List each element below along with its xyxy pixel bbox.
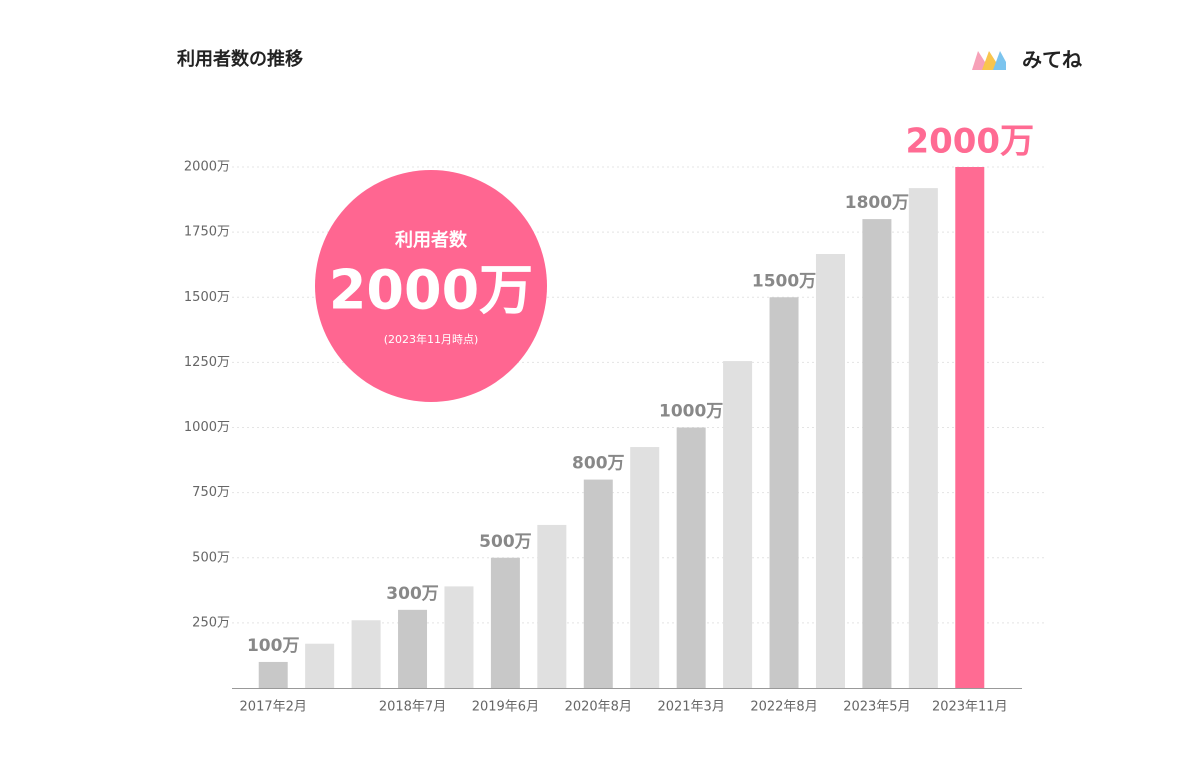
bar — [769, 297, 799, 688]
callout-circle — [315, 170, 547, 402]
bar — [258, 661, 288, 688]
y-tick-label: 500万 — [192, 550, 230, 565]
y-tick-label: 1750万 — [184, 225, 230, 240]
bar — [444, 586, 474, 688]
bar — [583, 479, 613, 688]
chart-title: 利用者数の推移 — [177, 48, 303, 70]
bar — [305, 643, 335, 688]
bar — [351, 620, 381, 688]
value-label: 800万 — [572, 454, 625, 474]
bar — [398, 609, 428, 688]
x-tick-label: 2020年8月 — [565, 700, 632, 715]
bar — [676, 427, 706, 688]
plot-area: 250万 500万 750万 1000万 1250万 1500万 1750万 2000万 201… — [184, 122, 1045, 715]
y-tick-label: 1000万 — [184, 420, 230, 435]
bar — [955, 167, 985, 688]
y-tick-label: 250万 — [192, 615, 230, 630]
value-label: 1500万 — [752, 271, 816, 291]
value-label: 100万 — [247, 636, 300, 656]
x-tick-label: 2018年7月 — [379, 700, 446, 715]
callout-value: 2000万 — [329, 259, 533, 322]
bar — [630, 447, 660, 688]
value-label: 500万 — [479, 532, 532, 552]
x-tick-label: 2023年5月 — [843, 700, 910, 715]
callout-label: 利用者数 — [395, 229, 468, 251]
value-label: 1800万 — [845, 193, 909, 213]
bar — [723, 361, 753, 688]
bar — [815, 254, 845, 688]
x-tick-label: 2021年3月 — [657, 700, 724, 715]
x-tick-label: 2022年8月 — [750, 700, 817, 715]
y-tick-label: 1500万 — [184, 290, 230, 305]
value-label: 1000万 — [659, 402, 723, 422]
brand-name: みてね — [1022, 48, 1082, 72]
y-tick-label: 750万 — [192, 485, 230, 500]
callout-note: (2023年11月時点) — [384, 332, 479, 346]
bar — [490, 557, 520, 688]
y-tick-label: 2000万 — [184, 160, 230, 175]
x-tick-label: 2019年6月 — [472, 700, 539, 715]
bar — [908, 188, 938, 688]
bar — [537, 524, 567, 688]
y-tick-label: 1250万 — [184, 355, 230, 370]
value-label: 2000万 — [905, 122, 1034, 162]
x-tick-label: 2023年11月 — [932, 700, 1008, 715]
brand-icon — [972, 51, 1006, 70]
x-tick-label: 2017年2月 — [240, 700, 307, 715]
bar — [862, 219, 892, 688]
value-label: 300万 — [386, 584, 439, 604]
